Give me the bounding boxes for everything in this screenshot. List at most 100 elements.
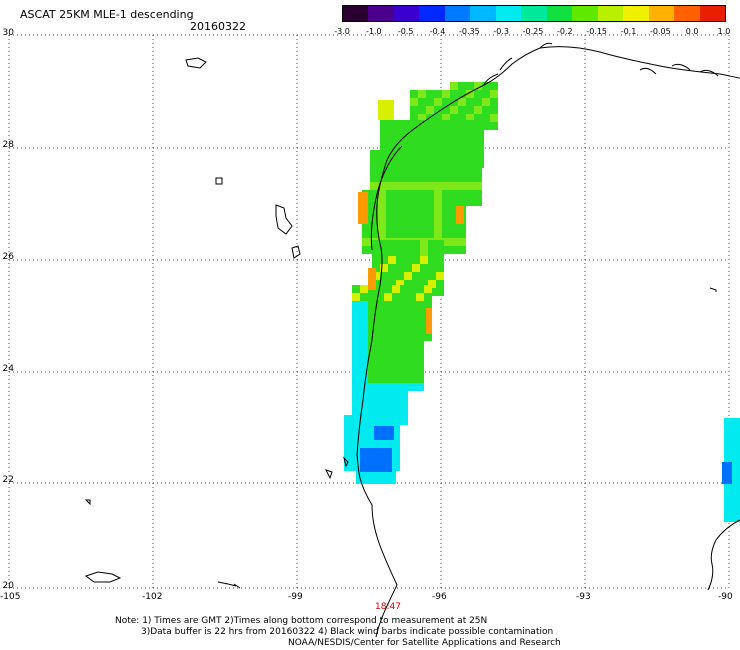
swath-cell: [416, 325, 424, 333]
swath-cell: [368, 343, 376, 351]
swath-cell: [352, 335, 360, 343]
bay-outline: [483, 42, 553, 86]
swath-cell: [416, 367, 424, 375]
swath-cell: [392, 375, 400, 383]
swath-cell: [394, 150, 402, 158]
lon-label-105: -105: [0, 592, 21, 602]
swath-cell: [352, 393, 360, 401]
swath-cell: [490, 98, 498, 106]
swath-cell: [426, 150, 434, 158]
swath-cell: [458, 198, 466, 206]
swath-cell: [388, 476, 396, 484]
swath-cell: [412, 144, 420, 152]
swath-cell: [468, 144, 476, 152]
swath-cell: [384, 367, 392, 375]
color-scale-segment: [699, 6, 726, 21]
swath-cell: [458, 230, 466, 238]
swath-cell: [436, 240, 444, 248]
swath-cell: [458, 238, 466, 246]
swath-cell: [352, 293, 360, 301]
color-scale-label: -0.4: [429, 27, 446, 36]
swath-cell: [360, 309, 368, 317]
gulf-coastline: [356, 46, 740, 638]
swath-cell: [402, 222, 410, 230]
swath-cell: [428, 136, 436, 144]
swath-cell: [396, 280, 404, 288]
lon-label-102: -102: [142, 592, 163, 602]
swath-cell: [426, 182, 434, 190]
swath-cell: [362, 238, 370, 246]
swath-cell: [418, 198, 426, 206]
color-scale-segment: [572, 6, 598, 21]
swath-cell: [434, 106, 442, 114]
island-4: [215, 177, 223, 185]
swath-cell: [474, 166, 482, 174]
swath-cell: [352, 409, 360, 417]
swath-cell: [482, 114, 490, 122]
swath-cell: [380, 272, 388, 280]
swath-cell: [386, 222, 394, 230]
swath-cell: [400, 359, 408, 367]
swath-cell: [450, 246, 458, 254]
swath-cell: [360, 375, 368, 383]
swath-cell: [402, 166, 410, 174]
swath-cell: [376, 285, 384, 293]
swath-cell: [388, 240, 396, 248]
swath-cell: [442, 150, 450, 158]
swath-cell: [412, 272, 420, 280]
swath-cell: [392, 301, 400, 309]
swath-cell: [416, 285, 424, 293]
swath-cell: [376, 359, 384, 367]
swath-cell: [458, 246, 466, 254]
swath-cell: [474, 150, 482, 158]
swath-cell: [384, 325, 392, 333]
swath-cell: [396, 128, 404, 136]
swath-cell: [404, 256, 412, 264]
swath-cell: [360, 431, 368, 439]
swath-cell: [442, 246, 450, 254]
swath-cell: [360, 415, 368, 423]
swath-cell: [428, 272, 436, 280]
swath-cell: [368, 431, 376, 439]
swath-cell: [376, 335, 384, 343]
swath-cell: [458, 158, 466, 166]
swath-cell: [476, 120, 484, 128]
swath-cell: [388, 120, 396, 128]
swath-cell: [360, 409, 368, 417]
swath-cell: [436, 272, 444, 280]
swath-cell: [436, 256, 444, 264]
swath-cell: [466, 190, 474, 198]
swath-cell: [444, 144, 452, 152]
swath-cell: [388, 256, 396, 264]
swath-cell: [408, 335, 416, 343]
swath-cell: [378, 222, 386, 230]
swath-cell: [360, 359, 368, 367]
swath-cell: [418, 114, 426, 122]
swath-cell: [404, 240, 412, 248]
swath-cell: [482, 98, 490, 106]
color-scale-segment: [674, 6, 700, 21]
wind-swath: [344, 82, 740, 522]
swath-cell: [426, 158, 434, 166]
swath-cell: [468, 120, 476, 128]
swath-cell: [384, 351, 392, 359]
swath-cell: [426, 174, 434, 182]
swath-cell: [360, 317, 368, 325]
note-line-2: 3)Data buffer is 22 hrs from 20160322 4)…: [141, 627, 554, 637]
swath-cell: [378, 230, 386, 238]
swath-cell: [396, 136, 404, 144]
swath-cell: [376, 351, 384, 359]
swath-cell: [384, 285, 392, 293]
swath-cell: [344, 439, 352, 447]
swath-cell: [360, 439, 368, 447]
color-scale-label: -3.0: [334, 27, 350, 36]
swath-cell: [400, 343, 408, 351]
swath-cell: [412, 136, 420, 144]
swath-cell: [400, 309, 408, 317]
swath-cell: [402, 198, 410, 206]
swath-cell: [370, 182, 378, 190]
swath-cell: [368, 293, 376, 301]
swath-cell: [466, 90, 474, 98]
swath-cell: [450, 174, 458, 182]
swath-cell: [412, 256, 420, 264]
